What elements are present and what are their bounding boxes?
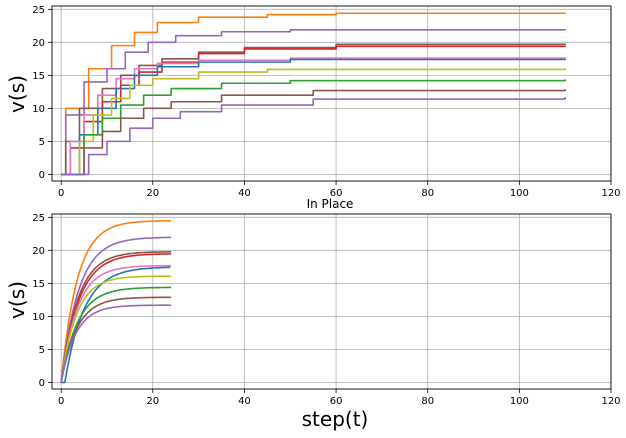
bottom-y-axis-label: v(s) bbox=[5, 281, 29, 319]
top-x-tick-label: 0 bbox=[58, 188, 64, 199]
top-y-axis-label: v(s) bbox=[5, 75, 29, 113]
bottom-subplot: In Place v(s) step(t) 0 20 40 60 80 100 120 0 5 1… bbox=[5, 197, 621, 431]
top-axes-frame bbox=[51, 5, 612, 182]
top-series-group bbox=[61, 12, 566, 176]
top-y-tick-label: 0 bbox=[39, 170, 45, 181]
bottom-x-axis-label: step(t) bbox=[302, 407, 369, 431]
top-series-line bbox=[61, 45, 566, 176]
bottom-series-line bbox=[60, 286, 172, 383]
top-y-tick-label: 5 bbox=[39, 137, 45, 148]
bottom-series-line bbox=[60, 296, 172, 383]
top-series-line bbox=[61, 43, 566, 176]
top-x-tick-label: 100 bbox=[510, 188, 529, 199]
bottom-series-line bbox=[60, 253, 172, 383]
bottom-y-tick-label: 0 bbox=[39, 378, 45, 389]
top-x-tick-label: 120 bbox=[601, 188, 620, 199]
bottom-series-line bbox=[60, 264, 172, 383]
bottom-series-line bbox=[60, 275, 172, 383]
bottom-series-line bbox=[60, 251, 172, 383]
bottom-series-group bbox=[60, 219, 172, 384]
top-x-tick-label: 40 bbox=[238, 188, 251, 199]
top-y-tick-label: 10 bbox=[32, 104, 45, 115]
top-y-tick-label: 15 bbox=[32, 71, 45, 82]
bottom-y-tick-label: 10 bbox=[32, 312, 45, 323]
bottom-y-tick-label: 5 bbox=[39, 345, 45, 356]
bottom-x-tick-label: 40 bbox=[238, 396, 251, 407]
bottom-y-tick-label: 15 bbox=[32, 279, 45, 290]
top-y-tick-label: 25 bbox=[32, 5, 45, 16]
top-y-tick-label: 20 bbox=[32, 38, 45, 49]
bottom-y-tick-label: 25 bbox=[32, 213, 45, 224]
top-series-line bbox=[61, 79, 566, 176]
top-x-tick-label: 60 bbox=[330, 188, 343, 199]
bottom-grid bbox=[52, 214, 612, 389]
top-series-line bbox=[61, 89, 566, 176]
top-subplot: v(s) 0 20 40 60 80 100 120 0 5 10 15 20 25 bbox=[5, 5, 621, 199]
bottom-subplot-title: In Place bbox=[307, 197, 354, 211]
bottom-x-tick-label: 100 bbox=[510, 396, 529, 407]
top-series-line bbox=[61, 58, 566, 176]
bottom-series-line bbox=[60, 236, 172, 383]
bottom-x-tick-label: 0 bbox=[58, 396, 64, 407]
top-x-tick-label: 20 bbox=[146, 188, 159, 199]
bottom-series-line bbox=[61, 266, 171, 384]
bottom-series-line bbox=[60, 219, 172, 383]
bottom-y-tick-label: 20 bbox=[32, 246, 45, 257]
bottom-x-tick-label: 60 bbox=[330, 396, 343, 407]
top-series-line bbox=[61, 97, 566, 176]
top-series-line bbox=[61, 68, 566, 176]
bottom-axes-frame bbox=[51, 213, 612, 390]
bottom-x-tick-label: 120 bbox=[601, 396, 620, 407]
bottom-series-line bbox=[60, 304, 172, 383]
top-x-tick-label: 80 bbox=[421, 188, 434, 199]
bottom-x-tick-label: 80 bbox=[421, 396, 434, 407]
bottom-x-tick-label: 20 bbox=[146, 396, 159, 407]
